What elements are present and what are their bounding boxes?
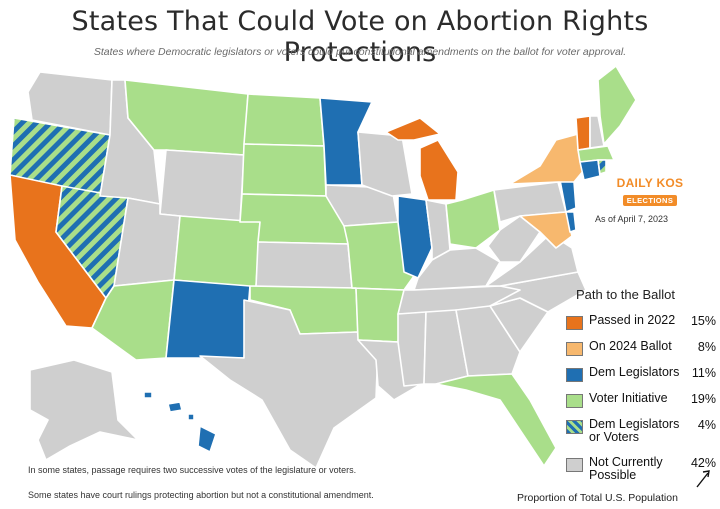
state-ct <box>579 159 601 181</box>
us-states-map <box>9 65 637 469</box>
legend-item-ballot2024: On 2024 Ballot 8% <box>566 338 716 364</box>
legend-swatch-demleg <box>566 368 583 382</box>
state-hi-4 <box>197 425 217 453</box>
state-wi <box>357 131 413 197</box>
brand-name: DAILY KOS <box>616 176 684 190</box>
legend-item-none: Not Currently Possible 42% <box>566 454 716 492</box>
great-lake-michigan <box>411 149 417 197</box>
population-axis-note: Proportion of Total U.S. Population <box>517 492 678 504</box>
state-sd <box>241 143 327 197</box>
state-tx <box>199 299 379 469</box>
legend-share: 15% <box>690 314 716 328</box>
as-of-date: As of April 7, 2023 <box>595 214 669 224</box>
state-wy <box>159 149 245 223</box>
legend-item-passed: Passed in 2022 15% <box>566 312 716 338</box>
footnote-2: Some states have court rulings protectin… <box>28 490 374 500</box>
legend-share: 11% <box>691 366 716 380</box>
state-ar <box>351 287 405 343</box>
legend-swatch-none <box>566 458 583 472</box>
state-mi-up <box>385 117 441 141</box>
state-ms <box>397 311 427 387</box>
state-ny <box>509 133 585 185</box>
legend-label: Dem Legislators or Voters <box>589 417 680 444</box>
legend-label: Dem Legislators <box>589 365 680 379</box>
legend: Passed in 2022 15% On 2024 Ballot 8% Dem… <box>566 312 716 492</box>
legend-label: Not Currently Possible <box>589 455 663 482</box>
state-ga <box>455 305 521 377</box>
state-co <box>173 215 261 288</box>
state-nc <box>489 271 587 313</box>
state-me <box>597 65 637 145</box>
state-de <box>565 211 577 233</box>
state-vt <box>575 115 591 151</box>
legend-swatch-passed <box>566 316 583 330</box>
legend-swatch-voter <box>566 394 583 408</box>
legend-item-voter: Voter Initiative 19% <box>566 390 716 416</box>
brand-logo: DAILY KOS ELECTIONS <box>590 176 710 208</box>
legend-share: 8% <box>697 340 716 354</box>
legend-label: Passed in 2022 <box>589 313 676 327</box>
legend-share: 42% <box>690 456 716 470</box>
state-nd <box>243 93 325 147</box>
arrow-up-right-icon <box>696 470 710 488</box>
state-nm <box>165 279 251 359</box>
state-ri <box>597 159 607 175</box>
legend-label: On 2024 Ballot <box>589 339 672 353</box>
legend-share: 19% <box>690 392 716 406</box>
legend-item-either: Dem Legislators or Voters 4% <box>566 416 716 454</box>
state-hi-2 <box>167 401 183 413</box>
legend-swatch-either <box>566 420 583 434</box>
footnote-1: In some states, passage requires two suc… <box>28 465 357 475</box>
state-ak <box>29 359 139 461</box>
map-subtitle: States where Democratic legislators or v… <box>93 46 627 58</box>
state-ks <box>255 241 353 289</box>
state-md <box>519 211 573 249</box>
state-mi <box>419 139 459 201</box>
state-fl <box>435 373 557 467</box>
brand-sub: ELECTIONS <box>622 195 678 206</box>
legend-item-demleg: Dem Legislators 11% <box>566 364 716 390</box>
map-title: States That Could Vote on Abortion Right… <box>71 6 649 68</box>
state-hi-3 <box>187 413 195 421</box>
legend-share: 4% <box>697 418 716 432</box>
legend-label: Voter Initiative <box>589 391 668 405</box>
state-hi-1 <box>143 391 153 399</box>
legend-swatch-ballot2024 <box>566 342 583 356</box>
legend-title: Path to the Ballot <box>576 287 676 302</box>
